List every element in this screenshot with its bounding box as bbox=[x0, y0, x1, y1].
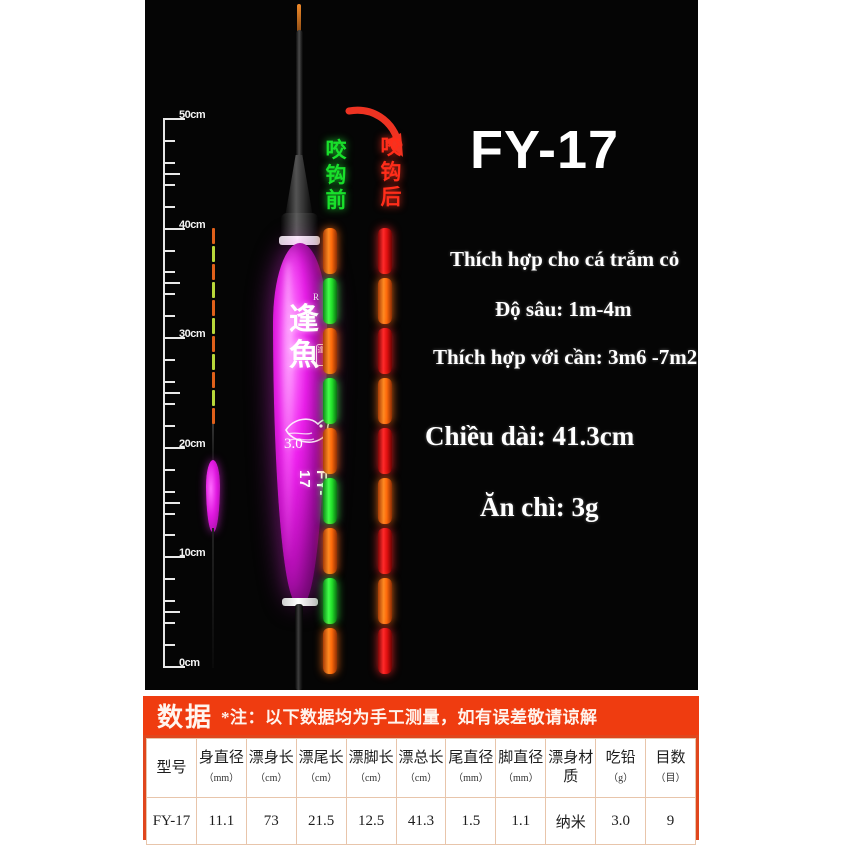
tail-segment bbox=[323, 578, 337, 624]
tail-after-bite bbox=[378, 228, 392, 674]
float-body bbox=[273, 243, 327, 603]
mini-tail-segment bbox=[211, 264, 215, 280]
tail-segment bbox=[378, 278, 392, 324]
table-header-cell: 目数 （目） bbox=[645, 738, 696, 798]
float-stem bbox=[295, 604, 303, 690]
spec-table: 型号 身直径 （mm） 漂身长 （cm） 漂尾长 （cm） 漂脚长 （cm） 漂总长 （cm） 尾直径… bbox=[146, 738, 696, 845]
tail-segment bbox=[323, 428, 337, 474]
tail-segment bbox=[378, 428, 392, 474]
ruler-label: 50cm bbox=[179, 109, 206, 121]
table-cell: 11.1 bbox=[195, 797, 247, 845]
table-header-cell: 尾直径 （mm） bbox=[445, 738, 497, 798]
table-header-cell: 漂总长 （cm） bbox=[395, 738, 447, 798]
table-cell: 21.5 bbox=[295, 797, 347, 845]
label-before-bite: 咬钩前 bbox=[325, 138, 347, 212]
mini-float-antenna bbox=[212, 418, 214, 464]
table-cell: 41.3 bbox=[395, 797, 447, 845]
mini-float-body bbox=[206, 460, 220, 532]
tail-segment bbox=[378, 328, 392, 374]
float-top-ring bbox=[279, 236, 320, 245]
tail-segment bbox=[323, 478, 337, 524]
tail-segment bbox=[378, 528, 392, 574]
tail-segment bbox=[378, 628, 392, 674]
mini-tail-segment bbox=[211, 246, 215, 262]
tail-segment bbox=[378, 478, 392, 524]
mini-tail-segment bbox=[211, 282, 215, 298]
mini-tail-segment bbox=[211, 318, 215, 334]
tail-segment bbox=[378, 578, 392, 624]
product-title: FY-17 bbox=[470, 120, 620, 180]
float-antenna bbox=[295, 30, 303, 160]
table-header-cell: 漂尾长 （cm） bbox=[295, 738, 347, 798]
mini-tail-segment bbox=[211, 336, 215, 352]
ruler-label: 0cm bbox=[179, 657, 200, 669]
ruler-label: 10cm bbox=[179, 547, 206, 560]
mini-tail-segment bbox=[211, 354, 215, 370]
table-header-cell: 身直径 （mm） bbox=[195, 738, 247, 798]
tail-segment bbox=[378, 378, 392, 424]
table-row: FY-17 11.1 73 21.5 12.5 41.3 1.5 1.1 纳米 3.0 9 bbox=[146, 797, 696, 845]
table-cell: 1.5 bbox=[445, 797, 497, 845]
tail-segment bbox=[323, 328, 337, 374]
spec-lead: Ăn chì: 3g bbox=[480, 492, 599, 522]
tail-segment bbox=[323, 628, 337, 674]
table-cell: 纳米 bbox=[545, 797, 597, 845]
ruler-label: 30cm bbox=[179, 328, 206, 341]
tail-segment bbox=[323, 378, 337, 424]
table-cell: 12.5 bbox=[345, 797, 397, 845]
table-cell: FY-17 bbox=[146, 797, 197, 845]
main-float: R 逢魚 逢魚 3.0 FY-17 bbox=[240, 0, 360, 690]
table-body: FY-17 11.1 73 21.5 12.5 41.3 1.5 1.1 纳米 3.0 9 bbox=[146, 797, 696, 845]
mini-tail-segment bbox=[211, 390, 215, 406]
tail-segment bbox=[378, 228, 392, 274]
table-cell: 9 bbox=[645, 797, 696, 845]
table-header-cell: 吃铅 （g） bbox=[595, 738, 647, 798]
spec-length: Chiều dài: 41.3cm bbox=[425, 421, 635, 451]
table-header-cell: 脚直径 （mm） bbox=[495, 738, 547, 798]
banner-heading: 数据 bbox=[157, 703, 214, 732]
table-header-cell: 漂身材质 bbox=[545, 738, 597, 798]
banner-note: *注：以下数据均为手工测量，如有误差敬请谅解 bbox=[221, 708, 598, 727]
table-header-cell: 漂身长 （cm） bbox=[245, 738, 297, 798]
spec-fish-type: Thích hợp cho cá trắm cỏ bbox=[450, 247, 680, 271]
spec-depth: Độ sâu: 1m-4m bbox=[495, 297, 632, 321]
mini-tail-segment bbox=[211, 408, 215, 424]
label-after-bite: 咬钩后 bbox=[380, 135, 402, 209]
tail-segment bbox=[323, 278, 337, 324]
spec-rod: Thích hợp với cần: 3m6 -7m2 bbox=[433, 345, 698, 369]
mini-float-stem bbox=[212, 528, 214, 668]
curved-arrow-icon bbox=[345, 106, 403, 157]
mini-tail-segment bbox=[211, 372, 215, 388]
spec-table-wrapper: 型号 身直径 （mm） 漂身长 （cm） 漂尾长 （cm） 漂脚长 （cm） 漂总长 （cm） 尾直径… bbox=[143, 735, 699, 845]
mini-tail-segment bbox=[211, 228, 215, 244]
ruler-label: 40cm bbox=[179, 218, 206, 231]
table-header-cell: 型号 bbox=[146, 738, 197, 798]
tail-before-bite bbox=[323, 228, 337, 674]
table-header-row: 型号 身直径 （mm） 漂身长 （cm） 漂尾长 （cm） 漂脚长 （cm） 漂总长 （cm） 尾直径… bbox=[146, 738, 696, 798]
mini-tail-segment bbox=[211, 300, 215, 316]
measuring-ruler: 50cm 40cm 30cm 20cm 10cm 0cm bbox=[157, 109, 217, 669]
float-body-highlight bbox=[283, 261, 293, 561]
float-neck-cone bbox=[285, 155, 313, 217]
table-cell: 1.1 bbox=[495, 797, 547, 845]
float-antenna-tip bbox=[297, 4, 301, 34]
table-cell: 3.0 bbox=[595, 797, 647, 845]
data-banner: 数据 *注：以下数据均为手工测量，如有误差敬请谅解 bbox=[143, 696, 699, 735]
ruler-label: 20cm bbox=[179, 437, 206, 450]
tail-segment bbox=[323, 528, 337, 574]
reference-float-small bbox=[201, 228, 225, 668]
float-bottom-ring bbox=[282, 598, 318, 606]
table-header-cell: 漂脚长 （cm） bbox=[345, 738, 397, 798]
table-cell: 73 bbox=[245, 797, 297, 845]
tail-segment bbox=[323, 228, 337, 274]
